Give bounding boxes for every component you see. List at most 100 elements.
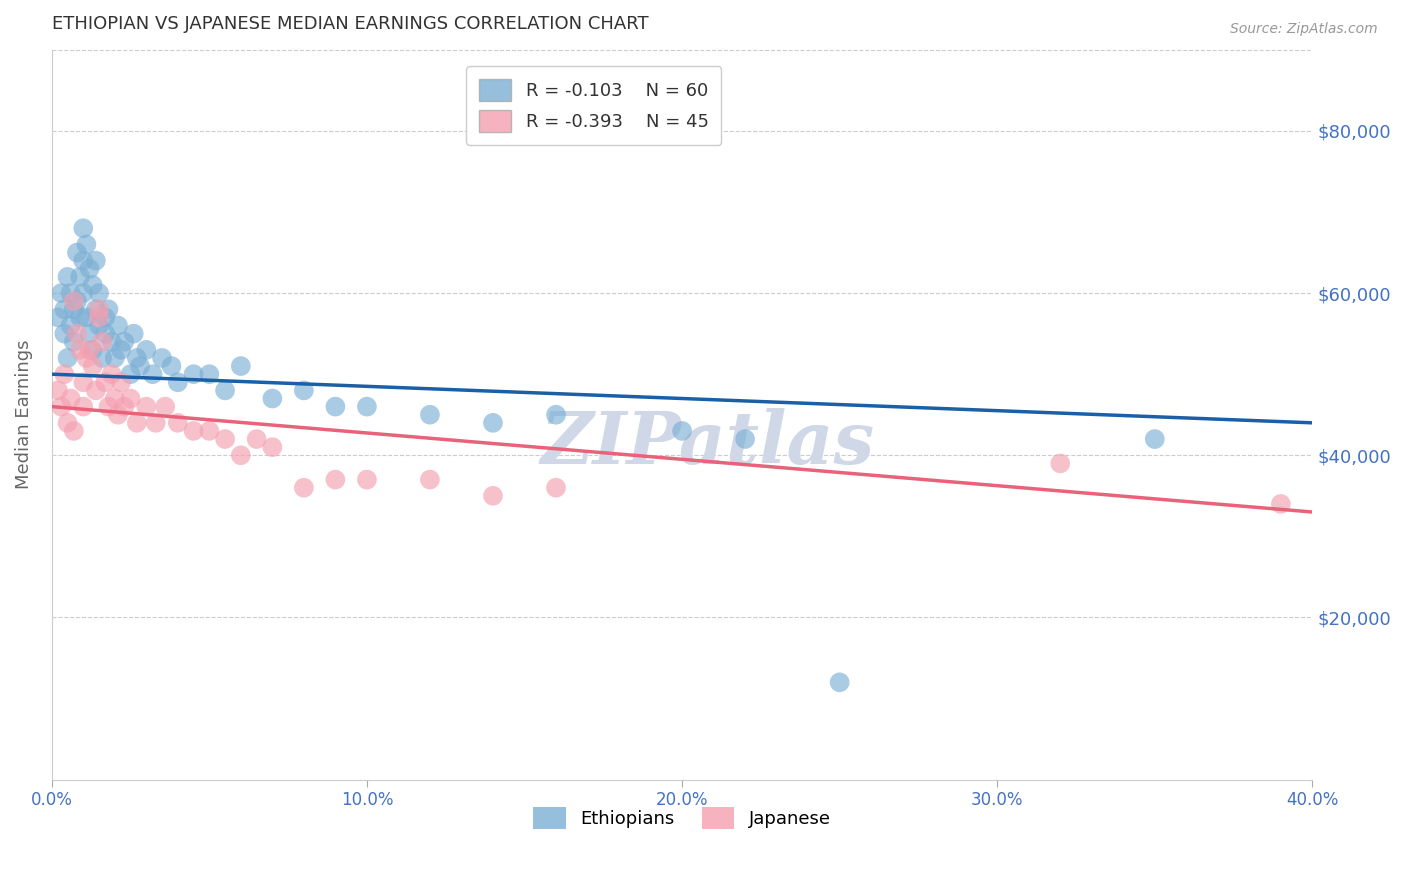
Point [59, 286, 82, 301]
Point [107, 318, 129, 333]
Point [100, 367, 122, 381]
Point [62, 302, 84, 317]
Point [75, 310, 97, 325]
Point [75, 237, 97, 252]
Point [262, 392, 284, 406]
Legend: Ethiopians, Japanese: Ethiopians, Japanese [526, 800, 838, 837]
Point [82, 277, 104, 292]
Point [72, 400, 94, 414]
Point [112, 400, 135, 414]
Point [166, 416, 188, 430]
Point [97, 400, 120, 414]
Point [104, 351, 127, 365]
Point [292, 481, 315, 495]
Y-axis label: Median Earnings: Median Earnings [15, 340, 32, 490]
Text: Source: ZipAtlas.com: Source: ZipAtlas.com [1230, 22, 1378, 37]
Text: ZIPatlas: ZIPatlas [540, 409, 875, 479]
Point [46, 384, 69, 398]
Point [246, 432, 269, 446]
Point [292, 384, 315, 398]
Point [120, 392, 142, 406]
Point [69, 343, 91, 357]
Point [53, 367, 76, 381]
Point [84, 384, 107, 398]
Point [66, 245, 89, 260]
Point [82, 343, 104, 357]
Point [84, 253, 107, 268]
Point [166, 376, 188, 390]
Point [145, 416, 167, 430]
Point [66, 294, 89, 309]
Point [325, 400, 347, 414]
Point [56, 351, 79, 365]
Point [183, 367, 205, 381]
Point [544, 408, 567, 422]
Point [125, 416, 148, 430]
Point [94, 326, 117, 341]
Point [325, 473, 347, 487]
Point [66, 326, 89, 341]
Point [87, 318, 110, 333]
Point [87, 286, 110, 301]
Point [82, 359, 104, 373]
Text: ETHIOPIAN VS JAPANESE MEDIAN EARNINGS CORRELATION CHART: ETHIOPIAN VS JAPANESE MEDIAN EARNINGS CO… [52, 15, 648, 33]
Point [214, 384, 236, 398]
Point [104, 392, 127, 406]
Point [482, 416, 505, 430]
Point [62, 334, 84, 349]
Point [51, 400, 73, 414]
Point [87, 302, 110, 317]
Point [72, 376, 94, 390]
Point [120, 367, 142, 381]
Point [419, 473, 441, 487]
Point [129, 359, 152, 373]
Point [94, 376, 117, 390]
Point [79, 326, 101, 341]
Point [72, 221, 94, 235]
Point [56, 416, 79, 430]
Point [110, 376, 132, 390]
Point [94, 310, 117, 325]
Point [734, 432, 756, 446]
Point [356, 400, 378, 414]
Point [87, 310, 110, 325]
Point [91, 351, 114, 365]
Point [107, 408, 129, 422]
Point [135, 400, 157, 414]
Point [142, 367, 165, 381]
Point [1143, 432, 1166, 446]
Point [482, 489, 505, 503]
Point [84, 302, 107, 317]
Point [79, 343, 101, 357]
Point [828, 675, 851, 690]
Point [155, 400, 177, 414]
Point [544, 481, 567, 495]
Point [91, 334, 114, 349]
Point [122, 326, 145, 341]
Point [1270, 497, 1292, 511]
Point [150, 351, 173, 365]
Point [59, 318, 82, 333]
Point [72, 286, 94, 301]
Point [69, 269, 91, 284]
Point [97, 302, 120, 317]
Point [62, 424, 84, 438]
Point [51, 286, 73, 301]
Point [100, 334, 122, 349]
Point [69, 310, 91, 325]
Point [160, 359, 183, 373]
Point [72, 253, 94, 268]
Point [198, 367, 221, 381]
Point [419, 408, 441, 422]
Point [183, 424, 205, 438]
Point [229, 359, 252, 373]
Point [135, 343, 157, 357]
Point [229, 448, 252, 462]
Point [1049, 456, 1071, 470]
Point [75, 351, 97, 365]
Point [62, 294, 84, 309]
Point [79, 261, 101, 276]
Point [53, 326, 76, 341]
Point [53, 302, 76, 317]
Point [214, 432, 236, 446]
